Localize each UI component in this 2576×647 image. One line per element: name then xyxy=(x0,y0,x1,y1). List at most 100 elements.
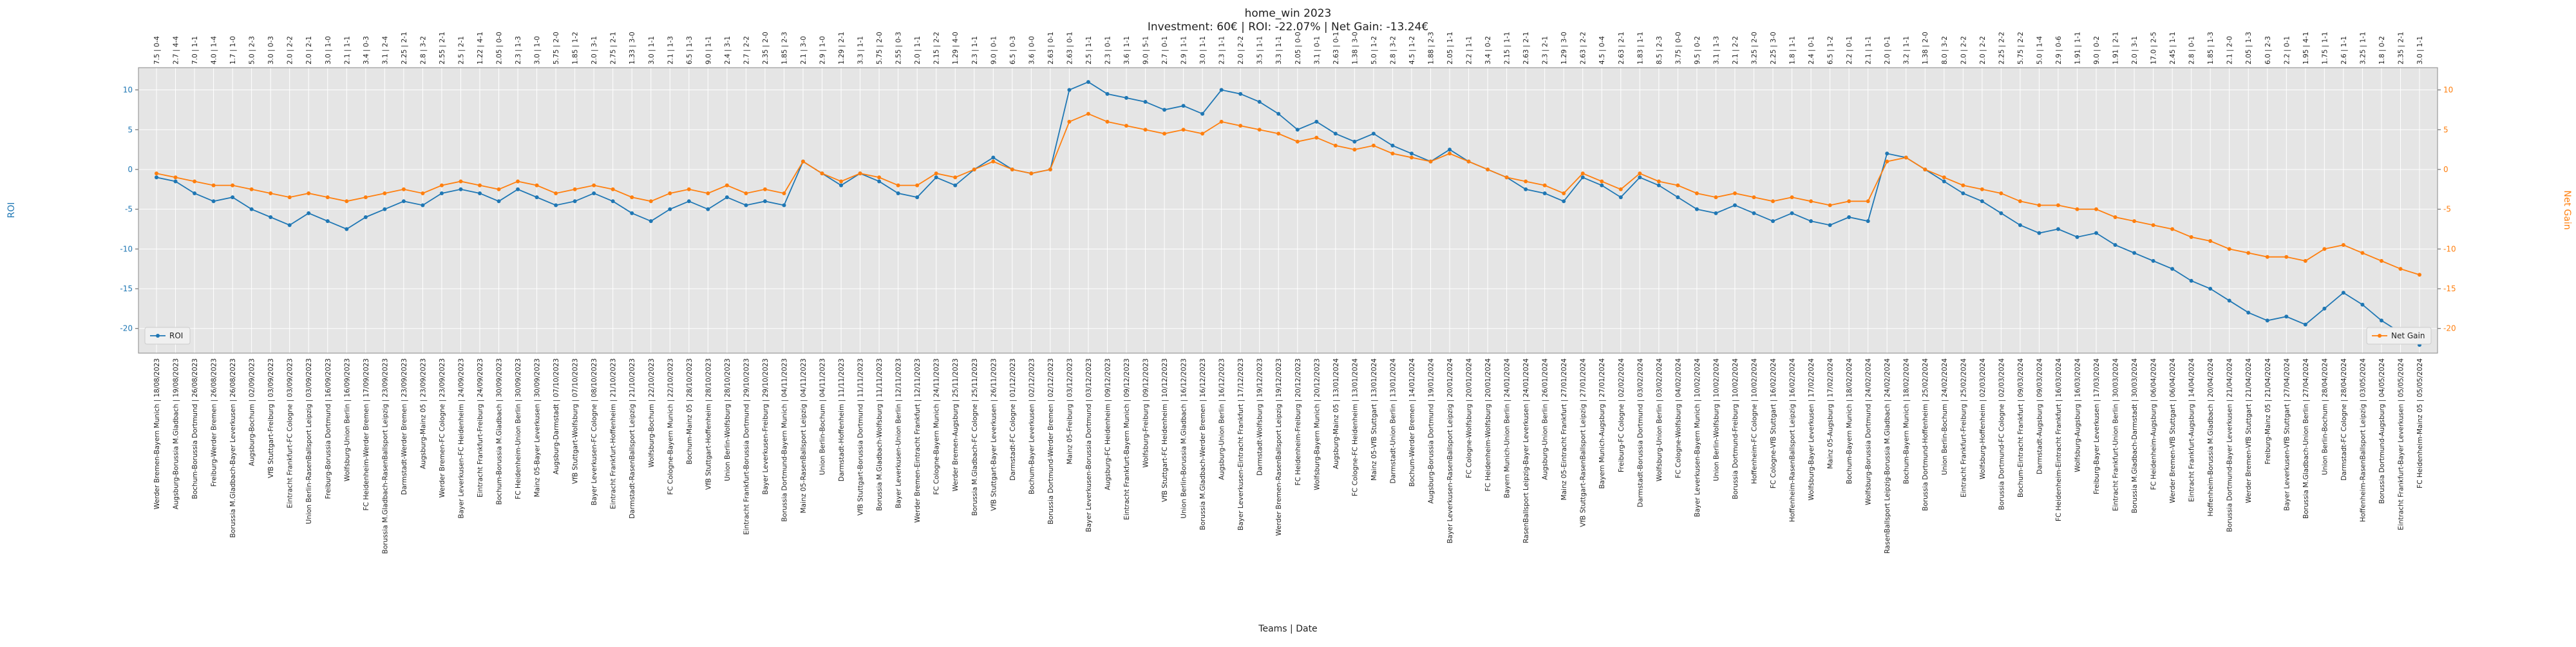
top-label: 2.63 | 2-2 xyxy=(1580,32,1587,64)
top-label: 1.91 | 2-1 xyxy=(2112,32,2120,64)
point xyxy=(173,175,178,180)
point xyxy=(554,203,558,208)
legend-box xyxy=(2366,327,2432,345)
top-label: 5.0 | 1-4 xyxy=(2036,36,2043,64)
top-label: 2.63 | 0-1 xyxy=(1332,32,1340,64)
point xyxy=(401,187,406,191)
top-label: 3.25 | 1-1 xyxy=(2359,32,2367,64)
top-label: 5.75 | 2-0 xyxy=(876,32,884,64)
point xyxy=(1809,199,1814,204)
top-label: 2.15 | 1-1 xyxy=(1504,32,1511,64)
point xyxy=(1048,167,1052,171)
x-tick-label: Bayer Leverkusen-Freiburg | 29/10/2023 xyxy=(762,358,770,494)
point xyxy=(1295,128,1300,132)
top-label: 2.0 | 3-1 xyxy=(2131,36,2139,64)
top-label: 2.8 | 3-2 xyxy=(1389,36,1397,64)
point xyxy=(1847,199,1852,204)
top-label: 2.35 | 2-1 xyxy=(2397,32,2405,64)
point xyxy=(687,199,691,204)
point xyxy=(2189,278,2193,283)
x-tick-label: Eintracht Frankfurt-FC Cologne | 03/09/2… xyxy=(287,358,294,508)
top-label: 2.63 | 2-1 xyxy=(1618,32,1625,64)
x-tick-label: Borussia M.Gladbach-Wolfsburg | 11/11/20… xyxy=(876,358,884,511)
point xyxy=(1600,179,1604,184)
point xyxy=(724,183,729,188)
x-tick-label: Wolfsburg-Augsburg | 16/03/2024 xyxy=(2074,358,2081,472)
x-tick-label: VfB Stuttgart-Hoffenheim | 28/10/2023 xyxy=(705,358,712,490)
x-tick-label: Mainz 05-Freiburg | 03/12/2023 xyxy=(1066,358,1074,465)
top-label: 8.5 | 2-3 xyxy=(1656,36,1663,64)
top-label: 4.5 | 1-2 xyxy=(1408,36,1416,64)
top-label: 1.38 | 2-0 xyxy=(1922,32,1929,64)
point xyxy=(287,223,292,227)
top-label: 2.7 | 0-1 xyxy=(1161,36,1169,64)
x-tick-label: Bayer Leverkusen-RasenBallsport Leipzig … xyxy=(1446,358,1454,544)
point xyxy=(1942,179,1946,184)
x-tick-label: Darmstadt-Werder Bremen | 23/09/2023 xyxy=(401,358,408,495)
top-label: 1.8 | 1-1 xyxy=(1789,36,1797,64)
x-tick-label: Augsburg-Union Berlin | 26/01/2024 xyxy=(1542,358,1549,480)
top-label: 2.55 | 0-3 xyxy=(895,32,903,64)
top-label: 1.29 | 3-0 xyxy=(1560,32,1568,64)
point xyxy=(953,183,958,188)
x-tick-label: Borussia Dortmund-Bayer Leverkusen | 21/… xyxy=(2226,358,2234,532)
point xyxy=(535,195,539,200)
x-tick-label: FC Heidenheim-Freiburg | 20/12/2023 xyxy=(1294,358,1302,485)
point xyxy=(573,199,577,204)
point xyxy=(1276,111,1281,116)
x-tick-label: Union Berlin-Wolfsburg | 10/02/2024 xyxy=(1712,358,1720,481)
x-tick-label: Borussia Dortmund-Bayern Munich | 04/11/… xyxy=(781,358,788,522)
point xyxy=(2341,243,2345,247)
point xyxy=(1257,100,1262,104)
point xyxy=(401,199,406,204)
x-tick-label: Wolfsburg-Bayern Munich | 20/12/2023 xyxy=(1313,358,1321,490)
top-label: 2.75 | 2-1 xyxy=(610,32,618,64)
point xyxy=(1732,191,1737,195)
point xyxy=(363,215,368,219)
point xyxy=(1448,151,1452,156)
top-label: 2.1 | 2-2 xyxy=(1732,36,1739,64)
point xyxy=(2094,207,2098,211)
point xyxy=(2284,255,2289,259)
top-label: 2.7 | 4-4 xyxy=(173,36,180,64)
x-tick-label: Borussia Dortmund-FC Cologne | 02/03/202… xyxy=(1998,358,2005,510)
x-tick-label: Freiburg-Werder Bremen | 26/08/2023 xyxy=(211,358,218,487)
point xyxy=(1466,159,1471,164)
top-label: 3.3 | 1-1 xyxy=(857,36,865,64)
point xyxy=(497,199,501,204)
point xyxy=(1333,143,1338,148)
point xyxy=(1257,128,1262,132)
top-label: 2.3 | 1-1 xyxy=(971,36,979,64)
x-tick-label: Eintracht Frankfurt-Hoffenheim | 21/10/2… xyxy=(610,358,618,509)
point xyxy=(1638,171,1642,176)
point xyxy=(611,199,615,204)
point xyxy=(1314,135,1319,140)
point xyxy=(991,155,996,160)
point xyxy=(1428,159,1433,164)
x-tick-label: Hoffenheim-FC Cologne | 10/02/2024 xyxy=(1750,358,1758,484)
top-label: 3.0 | 1-0 xyxy=(325,36,332,64)
y2-tick-label: 5 xyxy=(2443,125,2448,134)
point xyxy=(1809,219,1814,224)
point xyxy=(1580,171,1585,176)
x-tick-label: VfB Stuttgart-FC Heidenheim | 10/12/2023 xyxy=(1161,358,1169,502)
point xyxy=(649,219,653,224)
legend-marker xyxy=(2378,334,2382,338)
top-label: 1.29 | 2-1 xyxy=(838,32,846,64)
x-tick-label: Werder Bremen-Bayern Munich | 18/08/2023 xyxy=(153,358,161,510)
point xyxy=(2075,207,2079,211)
point xyxy=(1942,175,1946,180)
point xyxy=(1790,211,1794,215)
point xyxy=(1162,131,1167,136)
point xyxy=(2037,203,2041,208)
top-label: 2.25 | 2-1 xyxy=(401,32,408,64)
point xyxy=(839,183,844,188)
top-label: 6.5 | 0-3 xyxy=(1009,36,1017,64)
x-tick-label: Werder Bremen-VfB Stuttgart | 06/04/2024 xyxy=(2169,358,2177,503)
point xyxy=(2246,311,2251,315)
point xyxy=(1714,211,1718,215)
point xyxy=(1371,143,1376,148)
point xyxy=(2151,258,2155,263)
point xyxy=(934,171,938,176)
top-label: 2.05 | 1-3 xyxy=(2245,32,2253,64)
